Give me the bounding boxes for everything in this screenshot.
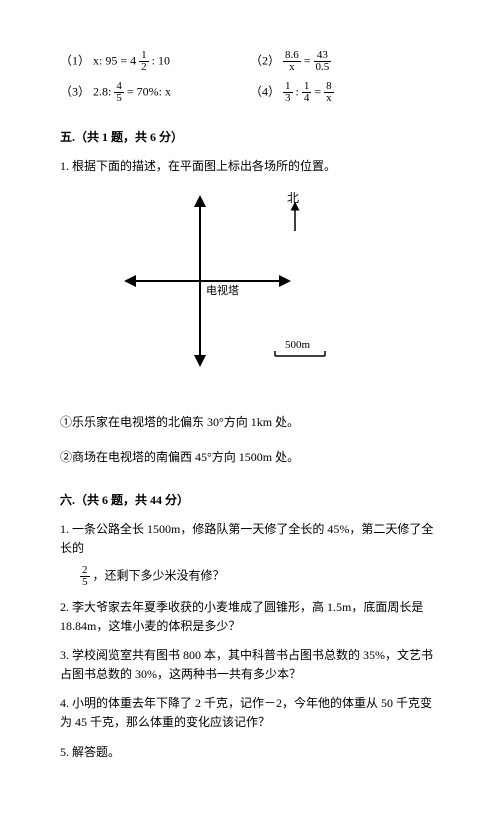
equation-row: （1） x: 95 = 4 1 2 : 10 （2） 8.6 x = 43 0.… — [60, 50, 440, 73]
fraction: 8 x — [324, 81, 334, 104]
frac-den: 5 — [114, 93, 124, 104]
equation-cell: （2） 8.6 x = 43 0.5 — [250, 50, 440, 73]
section-6-q5: 5. 解答题。 — [60, 743, 440, 762]
question-number: 1. — [60, 159, 72, 173]
eq-number: （2） — [250, 53, 280, 67]
q1-line1: 1. 一条公路全长 1500m，修路队第一天修了全长的 45%，第二天修了全长的 — [60, 520, 440, 558]
equals-sign: = — [314, 84, 324, 98]
eq-number: （3） — [60, 84, 90, 98]
frac-den: 4 — [302, 93, 312, 104]
section-6-q1: 1. 一条公路全长 1500m，修路队第一天修了全长的 45%，第二天修了全长的… — [60, 520, 440, 587]
section-5-item-1: ①乐乐家在电视塔的北偏东 30°方向 1km 处。 — [60, 413, 440, 432]
frac-den: x — [283, 62, 301, 73]
equation-row: （3） 2.8: 4 5 = 70%: x （4） 1 3 : 1 4 = 8 … — [60, 81, 440, 104]
section-6-header: 六.（共 6 题，共 44 分） — [60, 491, 440, 510]
section-5-header: 五.（共 1 题，共 6 分） — [60, 128, 440, 147]
eq-number: （4） — [250, 84, 280, 98]
equation-cell: （4） 1 3 : 1 4 = 8 x — [250, 81, 440, 104]
equations-block: （1） x: 95 = 4 1 2 : 10 （2） 8.6 x = 43 0.… — [60, 50, 440, 104]
eq-body: x: 95 = 4 — [93, 53, 136, 67]
fraction: 1 4 — [302, 81, 312, 104]
frac-den: 2 — [139, 62, 149, 73]
fraction: 1 3 — [283, 81, 293, 104]
frac-den: 0.5 — [314, 62, 332, 73]
equation-cell: （1） x: 95 = 4 1 2 : 10 — [60, 50, 250, 73]
fraction: 8.6 x — [283, 50, 301, 73]
coordinate-diagram: 北 电视塔 500m — [120, 186, 440, 392]
equals-sign: = — [304, 53, 314, 67]
eq-body: 2.8: — [93, 84, 111, 98]
eq-body: : 10 — [152, 53, 170, 67]
section-5-item-2: ②商场在电视塔的南偏西 45°方向 1500m 处。 — [60, 448, 440, 467]
fraction: 4 5 — [114, 81, 124, 104]
equation-cell: （3） 2.8: 4 5 = 70%: x — [60, 81, 250, 104]
scale-label: 500m — [285, 339, 311, 351]
fraction: 2 5 — [80, 565, 90, 588]
section-6-q4: 4. 小明的体重去年下降了 2 千克，记作－2，今年他的体重从 50 千克变为 … — [60, 694, 440, 732]
eq-number: （1） — [60, 53, 90, 67]
diagram-svg: 北 电视塔 500m — [120, 186, 340, 386]
center-label: 电视塔 — [206, 283, 239, 297]
fraction: 43 0.5 — [314, 50, 332, 73]
frac-den: x — [324, 93, 334, 104]
frac-den: 5 — [80, 577, 90, 588]
north-label: 北 — [287, 191, 299, 205]
fraction: 1 2 — [139, 50, 149, 73]
section-6-q2: 2. 李大爷家去年夏季收获的小麦堆成了圆锥形，高 1.5m，底面周长是 18.8… — [60, 598, 440, 636]
section-5-q1: 1. 根据下面的描述，在平面图上标出各场所的位置。 — [60, 157, 440, 176]
frac-den: 3 — [283, 93, 293, 104]
frac-num: 2 — [80, 565, 90, 577]
eq-body: = 70%: x — [127, 84, 171, 98]
question-text: 根据下面的描述，在平面图上标出各场所的位置。 — [72, 159, 336, 173]
section-6-q3: 3. 学校阅览室共有图书 800 本，其中科普书占图书总数的 35%，文艺书占图… — [60, 646, 440, 684]
q1-line2-text: ，还剩下多少米没有修？ — [93, 568, 225, 582]
q1-line2-wrap: 2 5 ，还剩下多少米没有修？ — [80, 565, 440, 588]
